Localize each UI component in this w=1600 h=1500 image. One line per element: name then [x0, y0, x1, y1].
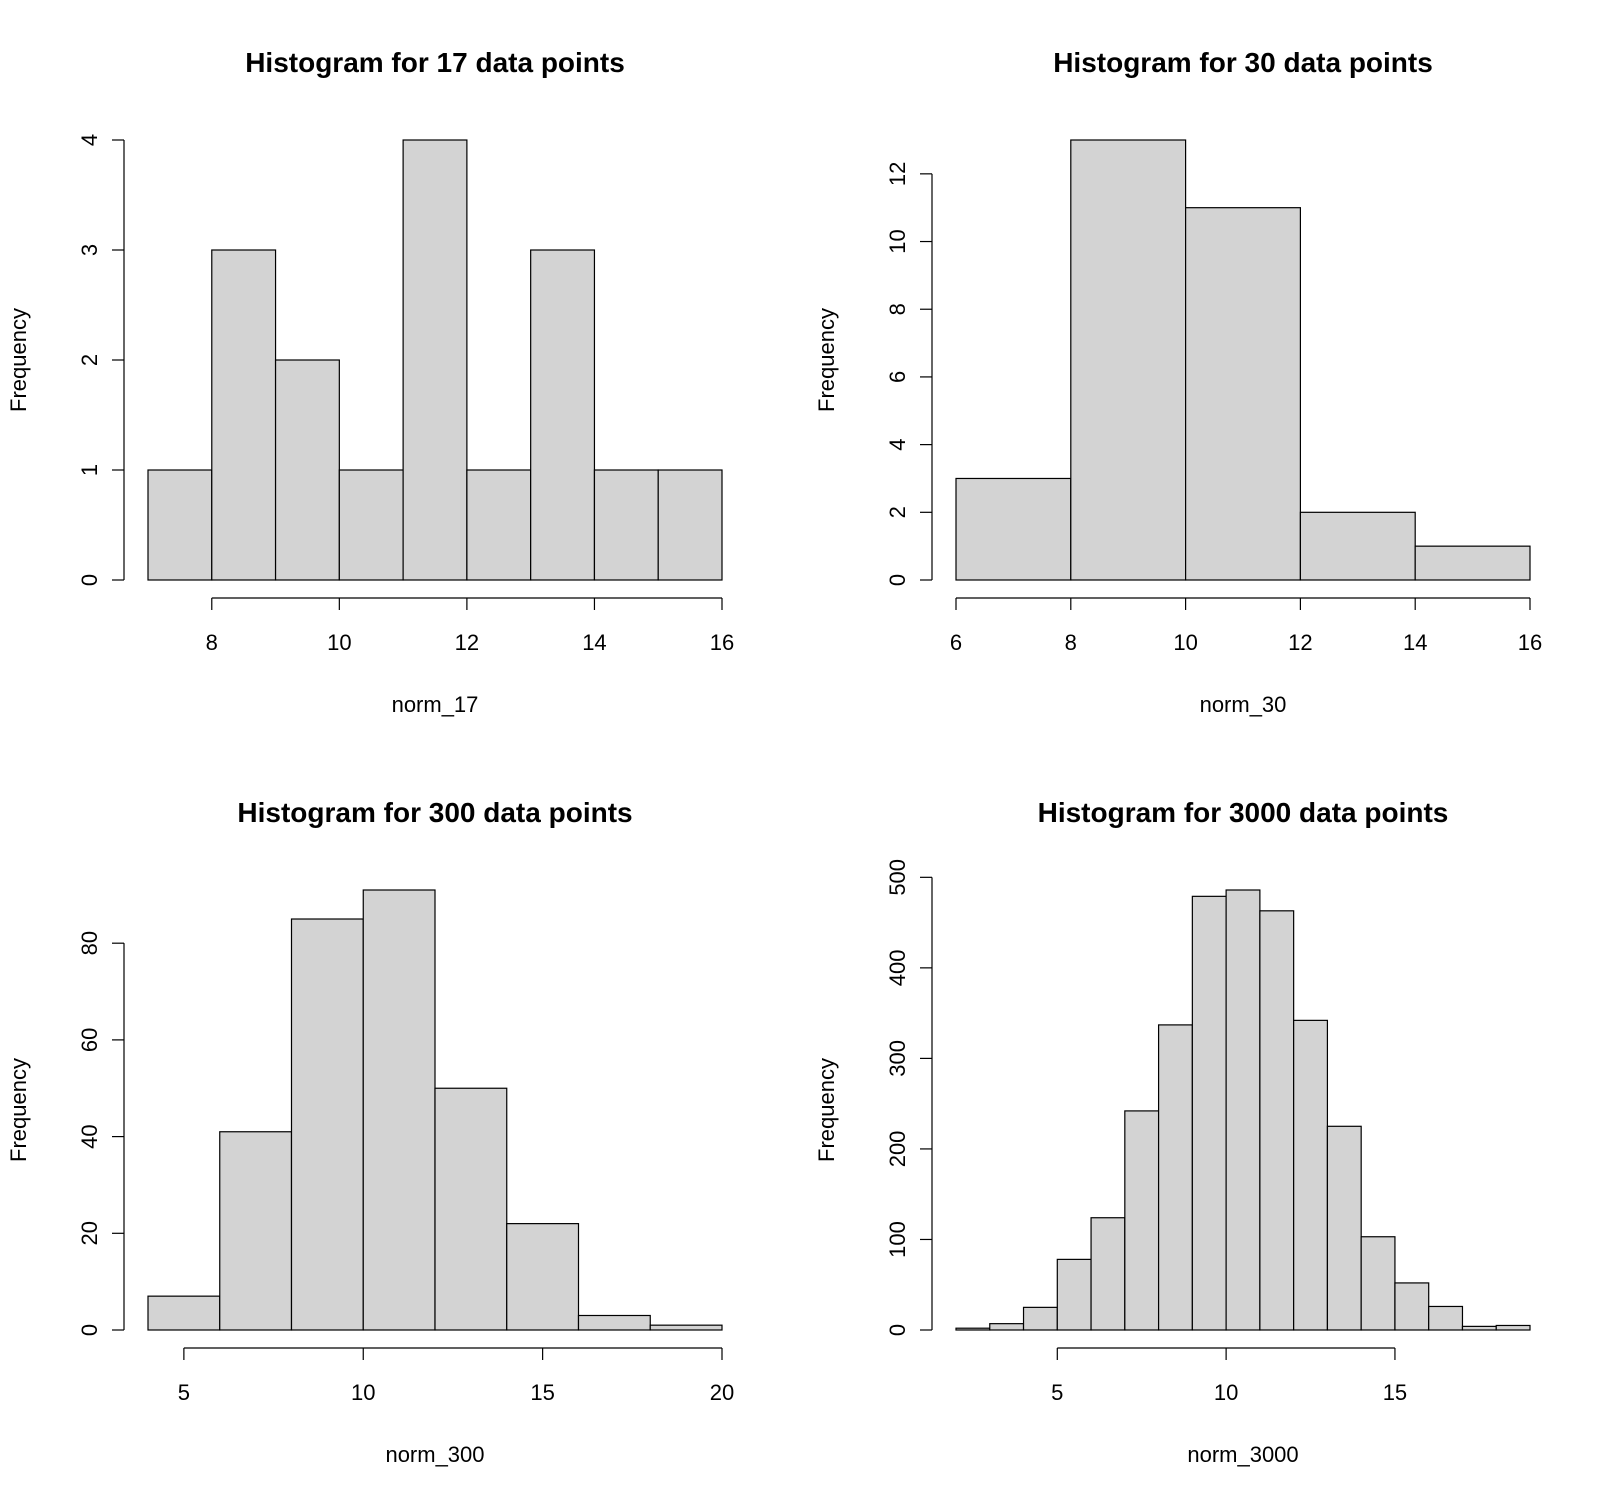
panel: Histogram for 300 data points 0 20 40 60 80 5 1…: [6, 797, 734, 1467]
bar: [1360, 1236, 1396, 1331]
bar: [1326, 1125, 1362, 1331]
bar: [274, 359, 340, 581]
bar: [402, 139, 468, 581]
y-tick-label: 8: [885, 303, 910, 315]
y-tick-label: 60: [77, 1028, 102, 1052]
y-tick-label: 6: [885, 371, 910, 383]
x-tick-label: 10: [351, 1380, 375, 1405]
x-axis-label: norm_30: [1200, 692, 1287, 717]
bar: [1428, 1305, 1464, 1331]
bar: [1124, 1110, 1160, 1331]
x-tick-label: 5: [1051, 1380, 1063, 1405]
y-tick-label: 0: [885, 1324, 910, 1336]
bar: [506, 1223, 580, 1331]
x-axis-label: norm_17: [392, 692, 479, 717]
bar: [1070, 139, 1187, 581]
bar: [1461, 1325, 1497, 1331]
bar: [1090, 1217, 1126, 1331]
y-tick-label: 0: [77, 574, 102, 586]
x-tick-label: 6: [950, 630, 962, 655]
bar: [1495, 1324, 1531, 1331]
bar: [657, 469, 723, 581]
y-tick-label: 4: [77, 134, 102, 146]
bar: [1157, 1024, 1193, 1331]
x-tick-label: 20: [710, 1380, 734, 1405]
y-tick-label: 100: [885, 1221, 910, 1258]
bar: [577, 1314, 651, 1331]
y-axis-label: Frequency: [814, 308, 839, 412]
x-tick-label: 15: [1383, 1380, 1407, 1405]
bar: [955, 1327, 991, 1331]
y-tick-label: 200: [885, 1131, 910, 1168]
bar: [1293, 1019, 1329, 1331]
y-tick-label: 80: [77, 931, 102, 955]
y-tick-label: 400: [885, 950, 910, 987]
y-tick-label: 4: [885, 438, 910, 450]
bar: [1185, 207, 1302, 581]
bar: [989, 1323, 1025, 1331]
x-axis-label: norm_300: [385, 1442, 484, 1467]
x-tick-label: 15: [530, 1380, 554, 1405]
y-tick-label: 0: [77, 1324, 102, 1336]
x-tick-label: 5: [178, 1380, 190, 1405]
bar: [362, 889, 436, 1331]
bar: [649, 1324, 723, 1331]
y-tick-label: 40: [77, 1124, 102, 1148]
bar: [290, 918, 364, 1331]
bar: [1225, 889, 1261, 1331]
x-tick-label: 10: [1173, 630, 1197, 655]
y-tick-label: 1: [77, 464, 102, 476]
bar: [338, 469, 404, 581]
panel: Histogram for 3000 data points 0 100 200 300…: [814, 797, 1531, 1467]
y-tick-label: 2: [77, 354, 102, 366]
x-axis-label: norm_3000: [1187, 1442, 1298, 1467]
y-tick-label: 0: [885, 574, 910, 586]
bar: [593, 469, 659, 581]
x-tick-label: 14: [582, 630, 606, 655]
x-tick-label: 10: [327, 630, 351, 655]
y-tick-label: 500: [885, 859, 910, 896]
y-tick-label: 20: [77, 1221, 102, 1245]
bar: [1191, 895, 1227, 1331]
bar: [530, 249, 596, 581]
bar: [211, 249, 277, 581]
panel: Histogram for 30 data points 0 2 4 6 8 10 12 6 8 1…: [814, 47, 1542, 717]
bar: [1414, 545, 1531, 581]
bar: [219, 1131, 293, 1331]
y-axis-label: Frequency: [6, 1058, 31, 1162]
x-tick-label: 16: [1518, 630, 1542, 655]
x-tick-label: 12: [1288, 630, 1312, 655]
x-tick-label: 8: [1065, 630, 1077, 655]
x-tick-label: 10: [1214, 1380, 1238, 1405]
chart-title: Histogram for 17 data points: [245, 47, 625, 78]
bar: [147, 469, 213, 581]
x-tick-label: 12: [455, 630, 479, 655]
x-tick-label: 8: [206, 630, 218, 655]
chart-title: Histogram for 300 data points: [237, 797, 632, 828]
bar: [1394, 1282, 1430, 1331]
bar: [434, 1087, 508, 1331]
y-axis-label: Frequency: [6, 308, 31, 412]
bar: [466, 469, 532, 581]
y-tick-label: 300: [885, 1040, 910, 1077]
x-tick-label: 16: [710, 630, 734, 655]
y-tick-label: 12: [885, 162, 910, 186]
bar: [1056, 1258, 1092, 1331]
y-tick-label: 3: [77, 244, 102, 256]
chart-title: Histogram for 3000 data points: [1038, 797, 1449, 828]
y-axis-label: Frequency: [814, 1058, 839, 1162]
chart-title: Histogram for 30 data points: [1053, 47, 1433, 78]
bar: [147, 1295, 221, 1331]
y-tick-label: 10: [885, 229, 910, 253]
bar: [1022, 1306, 1058, 1331]
bar: [1299, 511, 1416, 581]
x-tick-label: 14: [1403, 630, 1427, 655]
bar: [1259, 910, 1295, 1331]
bar: [955, 477, 1072, 581]
y-tick-label: 2: [885, 506, 910, 518]
